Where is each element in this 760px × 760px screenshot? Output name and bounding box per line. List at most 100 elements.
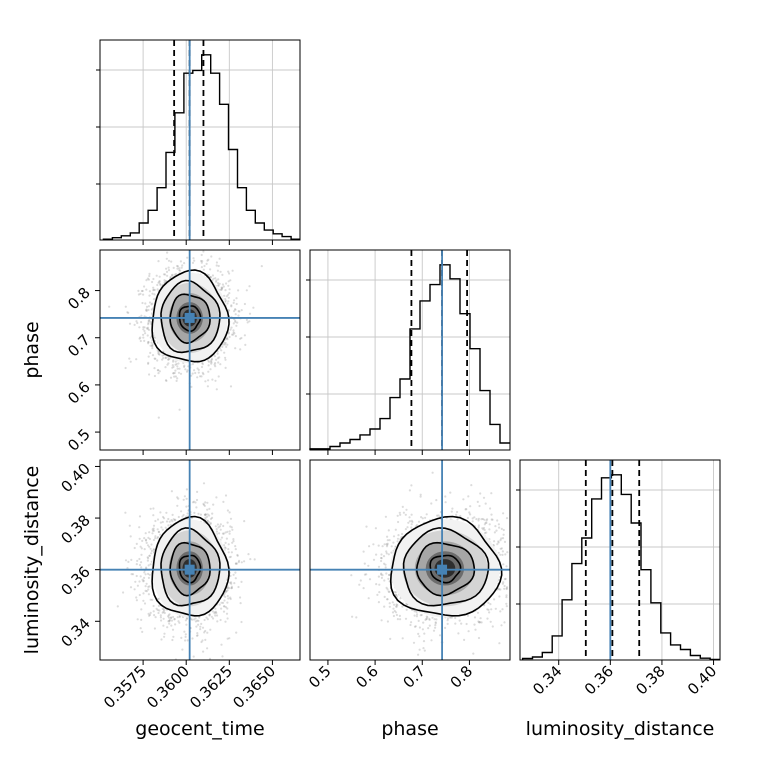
scatter-point	[184, 639, 187, 642]
scatter-point	[223, 294, 226, 297]
scatter-point	[160, 526, 163, 529]
scatter-point	[239, 337, 242, 340]
scatter-point	[147, 308, 150, 312]
scatter-point	[216, 523, 219, 526]
scatter-point	[145, 288, 148, 291]
scatter-point	[203, 264, 206, 268]
scatter-point	[143, 339, 146, 342]
scatter-point	[180, 266, 183, 269]
scatter-point	[220, 287, 224, 290]
scatter-point	[175, 362, 178, 366]
scatter-point	[219, 528, 222, 531]
scatter-point	[196, 367, 199, 370]
scatter-point	[141, 289, 144, 293]
scatter-point	[201, 361, 204, 365]
scatter-point	[129, 360, 132, 363]
scatter-point	[195, 506, 198, 509]
scatter-point	[152, 288, 155, 291]
scatter-point	[147, 328, 151, 331]
scatter-point	[191, 637, 194, 640]
scatter-point	[218, 282, 221, 285]
scatter-point	[139, 336, 142, 339]
scatter-point	[146, 277, 149, 280]
scatter-point	[200, 266, 203, 269]
scatter-point	[235, 324, 238, 327]
scatter-point	[234, 545, 237, 548]
scatter-point	[214, 525, 217, 528]
scatter-point	[219, 270, 222, 273]
scatter-point	[207, 364, 210, 367]
scatter-point	[218, 257, 221, 260]
scatter-point	[134, 580, 137, 583]
scatter-point	[153, 374, 156, 378]
scatter-point	[149, 563, 152, 566]
scatter-point	[224, 547, 227, 550]
scatter-point	[184, 368, 187, 371]
scatter-point	[143, 285, 146, 288]
scatter-point	[147, 355, 150, 358]
scatter-point	[151, 528, 154, 531]
scatter-point	[228, 637, 231, 640]
scatter-point	[144, 302, 147, 305]
scatter-point	[137, 289, 140, 292]
scatter-point	[246, 321, 249, 324]
scatter-point	[148, 290, 151, 293]
scatter-point	[215, 388, 218, 391]
scatter-point	[224, 366, 227, 369]
scatter-point	[203, 513, 207, 516]
scatter-point	[234, 571, 237, 574]
scatter-point	[206, 631, 209, 634]
scatter-point	[180, 636, 183, 640]
scatter-point	[217, 375, 220, 378]
scatter-point	[196, 634, 199, 637]
scatter-point	[164, 526, 167, 529]
scatter-point	[156, 288, 159, 291]
scatter-point	[124, 366, 127, 370]
scatter-point	[227, 300, 230, 303]
scatter-point	[229, 574, 232, 578]
scatter-point	[147, 305, 150, 308]
scatter-point	[172, 518, 175, 521]
scatter-point	[227, 597, 230, 600]
scatter-point	[168, 357, 171, 360]
scatter-point	[170, 619, 174, 622]
scatter-point	[122, 591, 125, 594]
scatter-point	[213, 612, 216, 615]
scatter-point	[172, 266, 175, 269]
scatter-point	[176, 367, 179, 370]
scatter-point	[223, 341, 226, 344]
scatter-point	[222, 605, 226, 608]
scatter-point	[253, 558, 256, 561]
scatter-point	[152, 286, 155, 289]
scatter-point	[159, 511, 162, 514]
scatter-point	[216, 620, 219, 623]
scatter-point	[207, 359, 210, 362]
scatter-point	[144, 589, 147, 593]
scatter-point	[127, 560, 130, 564]
scatter-point	[185, 623, 188, 626]
joint-panel-content	[100, 460, 300, 660]
scatter-point	[144, 585, 147, 588]
joint-density-layer	[100, 250, 510, 660]
scatter-point	[224, 494, 228, 497]
scatter-point	[138, 563, 142, 567]
scatter-point	[234, 577, 237, 580]
scatter-point	[202, 250, 205, 253]
scatter-point	[157, 416, 160, 419]
scatter-point	[148, 318, 151, 322]
scatter-point	[195, 625, 198, 628]
scatter-point	[157, 369, 160, 372]
scatter-point	[153, 288, 156, 291]
scatter-point	[226, 302, 229, 305]
scatter-point	[202, 502, 205, 505]
scatter-point	[248, 312, 252, 315]
scatter-point	[147, 278, 150, 281]
scatter-point	[206, 385, 209, 388]
scatter-point	[245, 289, 248, 292]
scatter-point	[148, 573, 151, 576]
scatter-point	[152, 507, 155, 510]
scatter-point	[116, 605, 119, 608]
scatter-point	[230, 551, 233, 554]
scatter-point	[148, 272, 151, 275]
scatter-point	[206, 647, 209, 650]
